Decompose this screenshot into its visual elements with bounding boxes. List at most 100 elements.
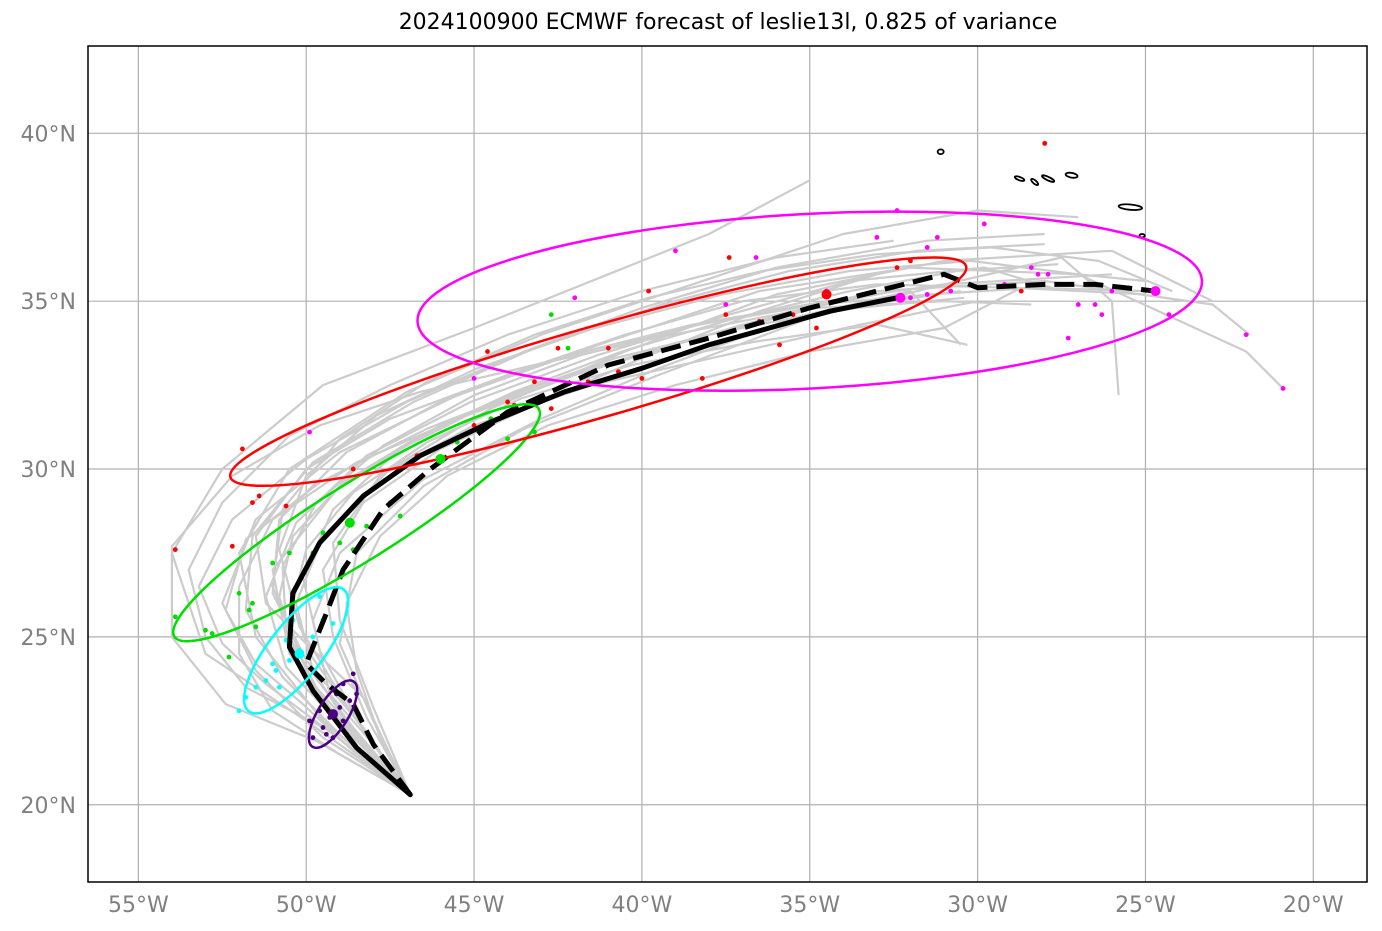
member-dot [323, 731, 329, 737]
x-tick-label: 35°W [779, 893, 840, 918]
member-dot [646, 288, 652, 294]
member-dot [548, 406, 554, 412]
member-dot [307, 718, 312, 724]
member-dot [270, 661, 276, 667]
member-dot [814, 325, 819, 331]
member-track [187, 239, 894, 796]
member-dot [310, 735, 316, 741]
member-dot [283, 503, 289, 509]
member-dot [505, 399, 511, 405]
mean-track-solid [286, 295, 900, 798]
member-dot [276, 684, 282, 690]
member-dot [250, 600, 255, 606]
member-dot [320, 530, 326, 536]
member-track [238, 209, 1079, 796]
x-tick-label: 45°W [444, 893, 505, 918]
member-dot [572, 295, 578, 301]
member-dot [1243, 332, 1249, 338]
x-tick-label: 25°W [1115, 893, 1176, 918]
secondary-marker [435, 453, 446, 464]
member-dot [1099, 312, 1105, 317]
member-track [278, 259, 1146, 796]
member-dot [548, 312, 554, 317]
member-dot [874, 234, 880, 240]
x-tick-label: 20°W [1283, 893, 1344, 918]
member-track [254, 283, 1146, 796]
member-dot [320, 725, 326, 730]
member-dot [287, 550, 292, 556]
longitude-ticks: 55°W 50°W 45°W 40°W 35°W 30°W 25°W 20°W [108, 893, 1344, 918]
member-track [197, 232, 1045, 796]
member-dot [273, 668, 279, 673]
member-dot [236, 708, 242, 714]
member-dot [337, 705, 343, 710]
member-dot [236, 590, 242, 596]
member-dot [1075, 302, 1081, 307]
member-dot [240, 446, 245, 452]
member-dot [1035, 271, 1041, 277]
island-outline [1041, 174, 1056, 183]
member-dot [397, 513, 403, 519]
member-dot [948, 288, 954, 294]
day-1-marker [328, 709, 339, 720]
member-dot [924, 245, 930, 250]
member-dot [1018, 288, 1024, 294]
member-dot [1166, 312, 1172, 317]
island-outline [1117, 203, 1143, 211]
day-2-ellipse [242, 586, 350, 715]
member-dot [317, 594, 323, 600]
member-dot [226, 654, 232, 660]
day-5-ellipse [416, 210, 1204, 392]
member-dot [1109, 288, 1115, 294]
member-track [295, 249, 1214, 796]
member-dot [337, 540, 343, 546]
mean-track-dashed [303, 271, 1156, 797]
member-dot [639, 375, 645, 381]
latitude-ticks: 20°N 25°N 30°N 35°N 40°N [21, 122, 76, 818]
member-track [311, 290, 962, 796]
day-5-marker [1150, 286, 1161, 297]
member-dot [753, 255, 759, 260]
member-dot [172, 547, 178, 553]
y-tick-label: 20°N [21, 794, 76, 819]
secondary-marker [895, 292, 906, 303]
member-dot [908, 295, 913, 301]
member-dot [555, 345, 561, 351]
member-dot [1045, 271, 1051, 277]
member-dot [350, 671, 356, 677]
azores-islands [936, 148, 1146, 239]
member-dot [347, 698, 353, 704]
member-dot [270, 560, 276, 566]
y-tick-label: 35°N [21, 290, 76, 315]
member-dot [364, 523, 370, 529]
member-dot [777, 342, 782, 348]
member-dot [330, 621, 336, 626]
member-dot [726, 255, 732, 260]
member-dot [1042, 140, 1048, 146]
member-dot [253, 624, 259, 630]
member-dot [307, 429, 312, 435]
member-dot [340, 718, 346, 724]
member-dot [229, 543, 235, 549]
member-dot [934, 234, 940, 240]
member-dot [172, 614, 178, 620]
member-dot [485, 349, 490, 354]
member-dot [209, 631, 215, 636]
member-dot [203, 627, 208, 633]
plot-frame [87, 45, 1368, 883]
member-dot [894, 265, 900, 270]
member-dot [673, 248, 678, 254]
member-dot [287, 658, 292, 663]
member-dot [723, 312, 729, 317]
member-track [221, 266, 1284, 796]
member-dot [256, 493, 262, 499]
y-tick-label: 30°N [21, 458, 76, 483]
mean-tracks [286, 271, 1156, 798]
member-track [321, 273, 878, 796]
member-dot [250, 500, 255, 506]
member-dot [699, 375, 705, 381]
member-track [338, 256, 1120, 796]
member-dot [263, 678, 269, 683]
day-4-marker [821, 289, 832, 300]
uncertainty-ellipses [171, 210, 1204, 750]
